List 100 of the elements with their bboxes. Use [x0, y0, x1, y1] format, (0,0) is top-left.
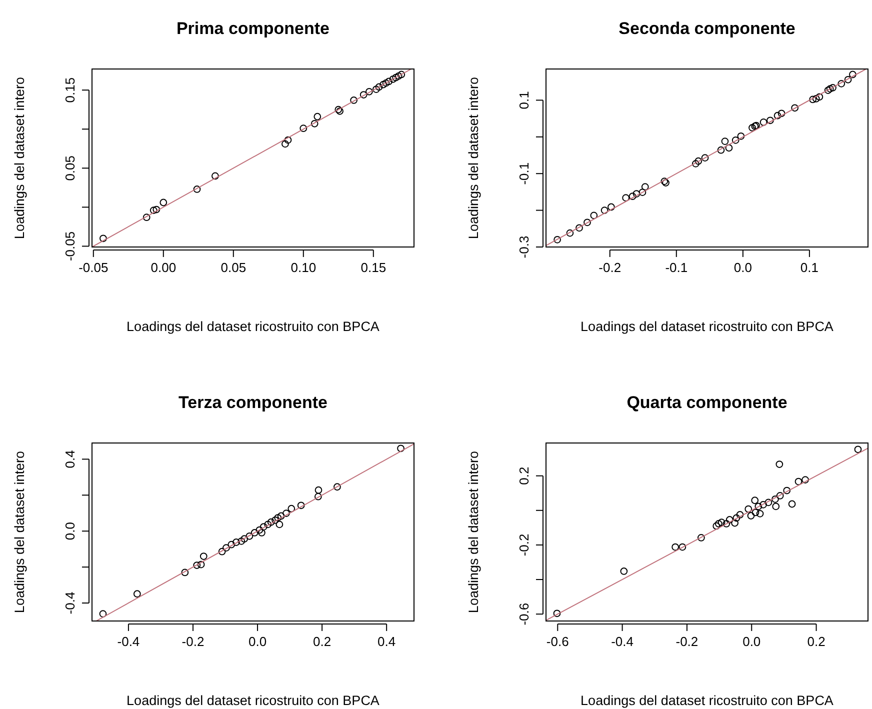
y-tick-label: -0.1 [516, 162, 532, 185]
x-tick-label: 0.10 [290, 260, 316, 276]
point [380, 80, 387, 88]
point [392, 74, 400, 82]
x-tick-label: -0.05 [78, 260, 108, 276]
x-tick-label: 0.2 [313, 634, 332, 650]
point [282, 510, 290, 517]
point [752, 508, 760, 516]
point [276, 520, 284, 528]
y-axis-title: Loadings del dataset intero [466, 450, 481, 614]
point [844, 76, 852, 84]
point [350, 96, 358, 104]
point [264, 520, 272, 528]
point [721, 138, 729, 145]
x-tick-label: -0.2 [182, 634, 204, 650]
point [622, 194, 630, 202]
point [788, 500, 796, 508]
point [731, 519, 738, 527]
chart-title: Seconda componente [618, 19, 796, 38]
point [385, 78, 392, 86]
point [200, 552, 208, 560]
y-tick-label: 0.0 [62, 522, 78, 540]
point [838, 80, 846, 88]
point [774, 112, 782, 120]
point [260, 523, 268, 530]
point [193, 562, 201, 569]
point [714, 520, 722, 528]
point [756, 510, 764, 518]
point [754, 502, 762, 510]
point [725, 144, 733, 152]
point [638, 188, 646, 196]
point [152, 206, 160, 214]
y-tick-label: -0.6 [516, 602, 532, 626]
point [776, 460, 784, 468]
x-axis-title: Loadings del dataset ricostruito con BPCA [580, 319, 834, 334]
y-tick-label: 0.2 [516, 466, 532, 485]
point [584, 218, 591, 226]
point [100, 234, 107, 242]
x-tick-label: -0.1 [665, 260, 688, 276]
x-tick-label: 0.2 [807, 634, 826, 650]
point [726, 516, 734, 524]
point [267, 518, 275, 526]
point [297, 502, 305, 510]
y-tick-label: 0.4 [62, 450, 78, 468]
y-tick-label: 0.1 [516, 91, 532, 110]
point [366, 88, 373, 96]
y-tick-label: -0.3 [516, 236, 532, 258]
point [193, 186, 201, 193]
point [826, 85, 834, 93]
point [737, 132, 745, 140]
point [258, 529, 266, 536]
point [238, 537, 246, 545]
y-tick-label: 0.15 [62, 77, 78, 103]
point [375, 83, 383, 91]
point [250, 529, 258, 536]
point [794, 478, 802, 486]
point [314, 486, 322, 494]
point [747, 512, 755, 520]
y-axis-title: Loadings del dataset intero [12, 450, 27, 614]
point [314, 492, 322, 500]
point [197, 560, 205, 568]
x-tick-label: 0.00 [150, 260, 176, 276]
point [590, 212, 598, 220]
point [744, 505, 752, 513]
point [382, 79, 390, 87]
chart-title: Prima componente [176, 19, 330, 38]
y-tick-label: -0.4 [62, 592, 78, 614]
point [854, 446, 862, 454]
x-tick-label: 0.1 [800, 260, 818, 276]
point [751, 496, 759, 504]
x-tick-label: 0.0 [734, 260, 752, 276]
point [553, 610, 561, 618]
point [772, 495, 779, 503]
point [764, 498, 772, 506]
point [360, 91, 368, 98]
point [712, 522, 720, 530]
x-tick-label: 0.0 [742, 634, 761, 650]
point [372, 86, 380, 93]
point [748, 124, 756, 132]
point [314, 112, 322, 120]
point [778, 110, 786, 118]
point [334, 483, 341, 491]
point [816, 93, 824, 101]
y-tick-label: -0.2 [516, 534, 532, 556]
point [272, 516, 279, 524]
point [694, 157, 702, 165]
point [228, 540, 236, 548]
x-tick-label: -0.2 [598, 260, 622, 276]
point [760, 118, 768, 126]
point [277, 512, 285, 520]
chart-title: Terza componente [178, 393, 328, 412]
y-tick-label: 0.05 [62, 155, 78, 181]
point [722, 520, 730, 528]
point [256, 526, 264, 534]
point [398, 70, 406, 78]
point [288, 504, 296, 512]
point [222, 544, 230, 552]
x-axis-title: Loadings del dataset ricostruito con BPCA [126, 693, 380, 708]
y-axis-title: Loadings del dataset intero [12, 76, 27, 240]
point [672, 543, 680, 551]
